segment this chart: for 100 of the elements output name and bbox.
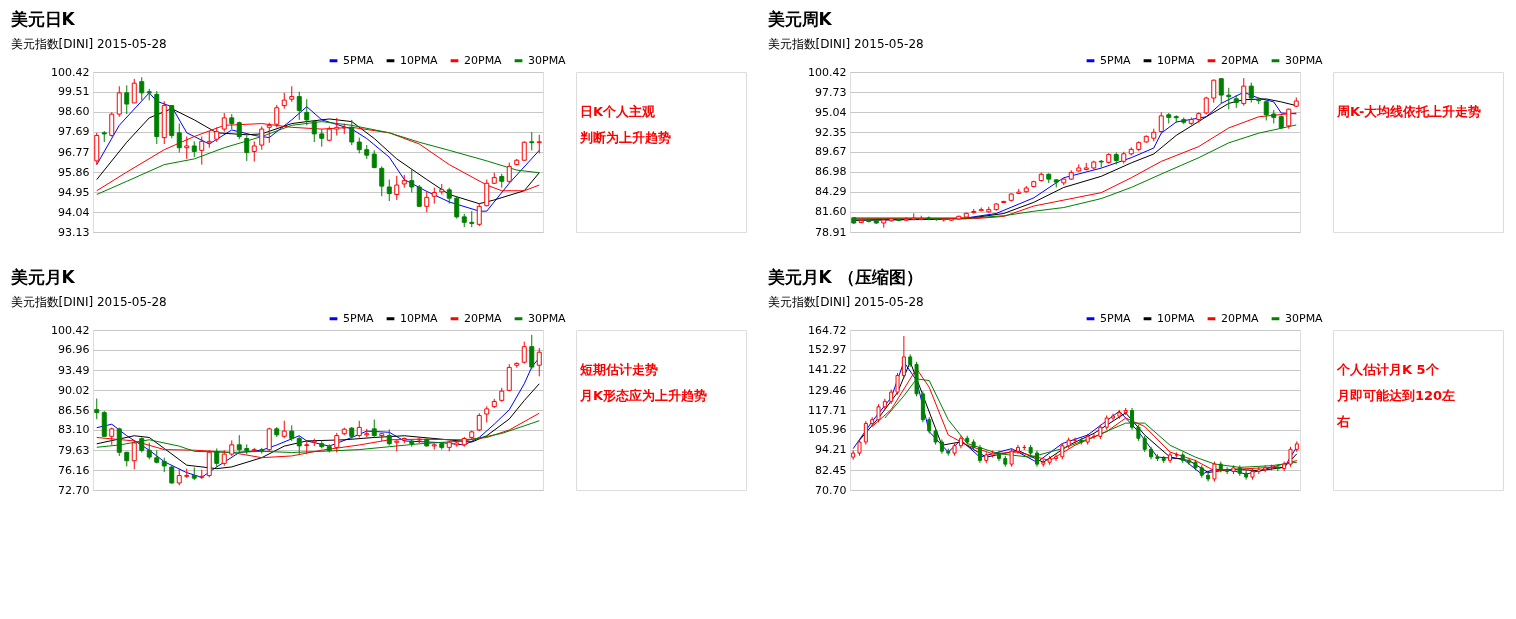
y-tick-label: 83.10: [58, 423, 90, 437]
candlestick: [94, 398, 100, 420]
candlestick: [536, 134, 542, 154]
text: 日K个人主观: [580, 104, 657, 119]
line-series: [96, 383, 540, 470]
legend-label: 5PMA: [343, 311, 375, 325]
legend-label: 10PMA: [1157, 53, 1196, 67]
legend-label: 30PMA: [1285, 311, 1324, 325]
text: 个人估计月K 5个: [1336, 362, 1440, 377]
y-tick-label: 152.97: [808, 343, 847, 357]
chart-subtitle: 美元指数[DINI] 2015-05-28: [10, 37, 167, 51]
candlestick: [379, 165, 385, 197]
candlestick: [521, 341, 527, 365]
y-tick-label: 98.60: [58, 105, 90, 119]
y-tick-label: 86.98: [815, 165, 847, 179]
legend-label: 10PMA: [400, 311, 439, 325]
legend-label: 5PMA: [1100, 311, 1132, 325]
y-tick-label: 82.45: [815, 463, 847, 477]
line-series: [96, 92, 540, 212]
legend-label: 20PMA: [464, 311, 503, 325]
candlestick: [416, 184, 422, 207]
y-tick-label: 100.42: [808, 65, 847, 79]
y-tick-label: 97.73: [815, 85, 847, 99]
y-tick-label: 97.69: [58, 125, 90, 139]
legend-label: 5PMA: [1100, 53, 1132, 67]
candlestick: [101, 410, 107, 438]
y-tick-label: 96.77: [58, 145, 90, 159]
y-tick-label: 84.29: [815, 185, 847, 199]
candlestick: [176, 123, 182, 154]
candlestick: [506, 162, 512, 184]
candlestick: [506, 363, 512, 392]
y-tick-label: 100.42: [51, 65, 90, 79]
candlestick: [1218, 77, 1224, 104]
chart-title: 美元日K: [9, 9, 76, 29]
candlestick: [394, 175, 400, 201]
y-tick-label: 100.42: [51, 323, 90, 337]
y-tick-label: 86.56: [58, 403, 90, 417]
chart-subtitle: 美元指数[DINI] 2015-05-28: [10, 295, 167, 309]
candlestick: [895, 372, 900, 396]
candlestick: [266, 427, 272, 453]
candlestick: [1158, 111, 1164, 134]
candlestick: [109, 111, 115, 138]
y-tick-label: 129.46: [808, 383, 847, 397]
candlestick: [184, 136, 190, 160]
chart-title: 美元周K: [766, 9, 833, 29]
y-tick-label: 76.16: [58, 463, 90, 477]
candlestick: [1130, 407, 1135, 431]
y-tick-label: 70.70: [815, 483, 847, 497]
legend-label: 20PMA: [1221, 311, 1260, 325]
legend-label: 10PMA: [400, 53, 439, 67]
y-tick-label: 78.91: [815, 225, 847, 239]
candlestick: [901, 335, 906, 379]
y-tick-label: 94.04: [58, 205, 90, 219]
candlestick: [1073, 437, 1077, 444]
line-series: [96, 108, 540, 205]
text: 右: [1336, 414, 1350, 429]
y-tick-label: 93.49: [58, 363, 90, 377]
candlestick: [386, 179, 392, 202]
text: 判断为上升趋势: [579, 130, 671, 145]
legend-label: 10PMA: [1157, 311, 1196, 325]
candlestick: [977, 444, 982, 464]
text: 月即可能达到120左: [1336, 388, 1456, 403]
candlestick: [1288, 446, 1293, 468]
chart-subtitle: 美元指数[DINI] 2015-05-28: [767, 295, 924, 309]
candlestick: [529, 131, 535, 151]
y-tick-label: 94.21: [815, 443, 847, 457]
text: 月K形态应为上升趋势: [579, 388, 708, 403]
candlestick: [1053, 453, 1058, 462]
candlestick: [139, 76, 145, 101]
y-tick-label: 96.96: [58, 343, 90, 357]
candlestick: [259, 125, 265, 151]
y-tick-label: 99.51: [58, 85, 90, 99]
y-tick-label: 72.70: [58, 483, 90, 497]
y-tick-label: 81.60: [815, 205, 847, 219]
legend-label: 20PMA: [1221, 53, 1260, 67]
candlestick: [476, 203, 482, 227]
y-tick-label: 90.02: [58, 383, 90, 397]
candlestick: [334, 432, 340, 453]
chart-subtitle: 美元指数[DINI] 2015-05-28: [767, 37, 924, 51]
candlestick: [529, 334, 535, 370]
chart-title: 美元月K （压缩图）: [766, 267, 923, 287]
legend-label: 30PMA: [1285, 53, 1324, 67]
candlestick: [1187, 457, 1192, 466]
text: 短期估计走势: [579, 362, 658, 377]
candlestick: [131, 78, 137, 104]
y-tick-label: 105.96: [808, 423, 847, 437]
candlestick: [1009, 448, 1014, 468]
candlestick: [863, 420, 868, 446]
candlestick: [521, 140, 527, 162]
y-tick-label: 94.95: [58, 185, 90, 199]
y-tick-label: 92.35: [815, 125, 847, 139]
text: 周K-大均线依托上升走势: [1336, 104, 1482, 119]
candlestick: [424, 190, 430, 213]
candlestick: [251, 140, 257, 163]
candlestick: [1226, 87, 1232, 110]
y-tick-label: 89.67: [815, 145, 847, 159]
y-tick-label: 117.71: [808, 403, 847, 417]
y-tick-label: 141.22: [808, 363, 847, 377]
y-tick-label: 164.72: [808, 323, 847, 337]
candlestick: [1241, 77, 1247, 107]
